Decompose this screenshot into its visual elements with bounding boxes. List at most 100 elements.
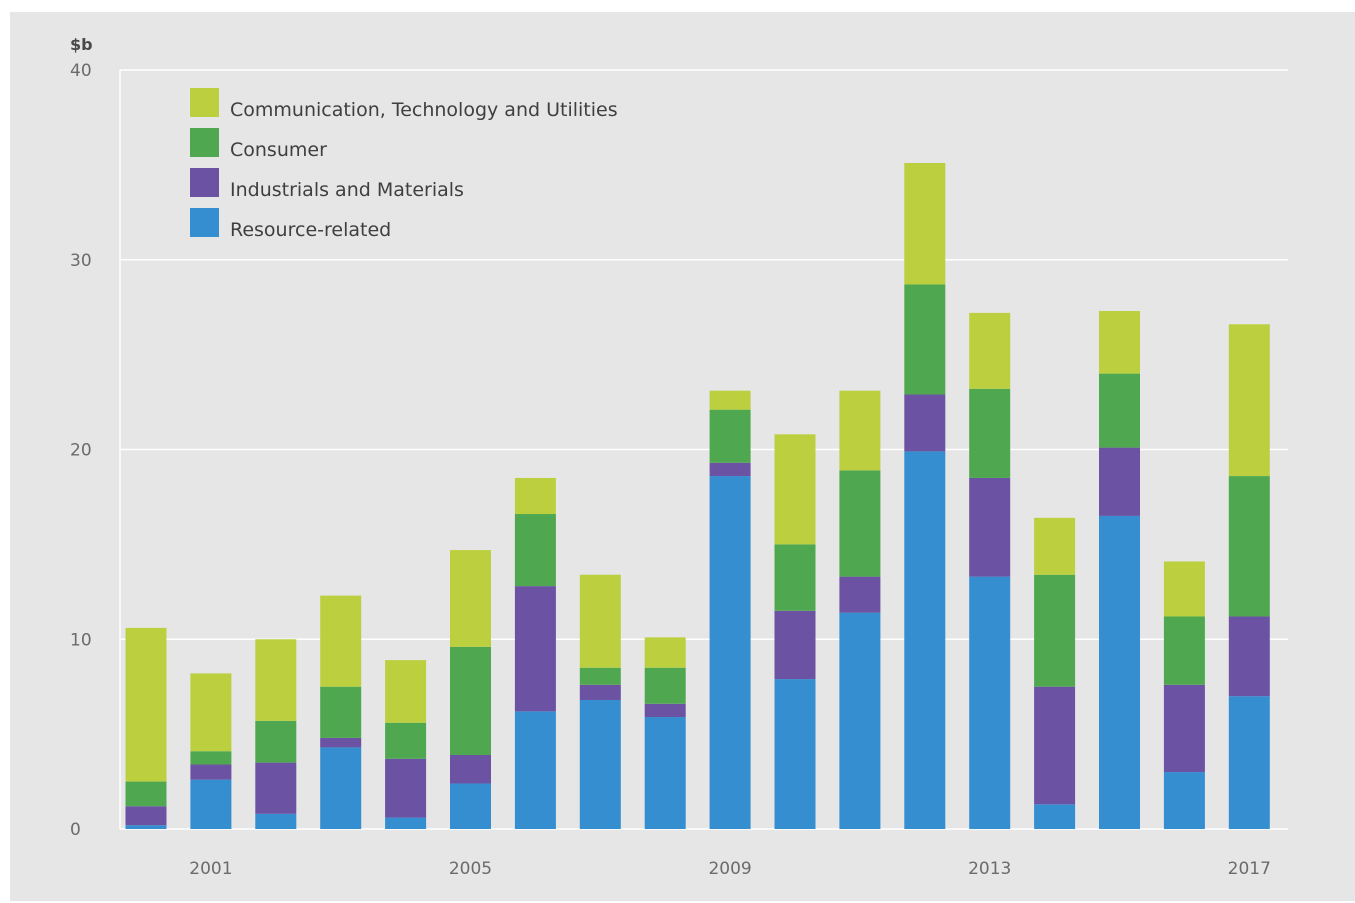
bar-segment: [1099, 310, 1140, 374]
bar-stack: [1034, 517, 1076, 829]
bar-segment: [904, 162, 946, 285]
bars: [125, 162, 1270, 829]
bar-segment: [255, 813, 297, 829]
bar-stack: [1099, 310, 1140, 829]
bar-segment: [839, 390, 881, 471]
bar-stack: [450, 550, 491, 829]
x-tick-label: 2017: [1228, 859, 1271, 879]
bar-segment: [579, 667, 621, 685]
bar-segment: [774, 610, 816, 680]
bar-segment: [450, 754, 491, 784]
bar-segment: [1228, 476, 1270, 617]
chart-panel: 0 10 20 30 40 2001 2005 2009 2013 2017 $b Commun…: [10, 12, 1355, 901]
bar-segment: [450, 646, 491, 755]
bar-segment: [125, 627, 167, 782]
bar-segment: [255, 720, 297, 763]
bar-segment: [839, 470, 881, 577]
bar-stack: [385, 660, 427, 829]
bar-segment: [774, 434, 816, 545]
bar-segment: [450, 550, 491, 647]
bar-segment: [579, 699, 621, 829]
bar-segment: [644, 637, 686, 668]
bar-segment: [1099, 447, 1140, 516]
bar-stack: [579, 574, 621, 829]
bar-segment: [709, 476, 751, 829]
legend-label: Industrials and Materials: [230, 179, 464, 201]
bar-segment: [1034, 686, 1076, 805]
bar-stack: [514, 477, 556, 829]
bar-stack: [1228, 324, 1270, 829]
legend-item: Resource-related: [190, 208, 391, 241]
bar-segment: [904, 394, 946, 452]
bar-segment: [1034, 574, 1076, 687]
bar-segment: [644, 717, 686, 829]
bar-segment: [1228, 324, 1270, 477]
bar-segment: [774, 544, 816, 611]
x-tick-label: 2001: [189, 859, 232, 879]
bar-segment: [579, 684, 621, 700]
bar-segment: [450, 783, 491, 829]
bar-segment: [385, 722, 427, 759]
bar-segment: [385, 758, 427, 818]
bar-segment: [125, 806, 167, 826]
bar-segment: [1228, 696, 1270, 829]
bar-segment: [839, 612, 881, 829]
bar-segment: [385, 660, 427, 723]
y-tick-label: 10: [70, 630, 92, 650]
bar-segment: [904, 451, 946, 829]
bar-segment: [190, 779, 232, 829]
bar-segment: [1163, 772, 1205, 829]
bar-segment: [320, 747, 362, 829]
x-axis-ticks: 2001 2005 2009 2013 2017: [189, 859, 1271, 879]
bar-segment: [644, 703, 686, 718]
legend-item: Industrials and Materials: [190, 168, 464, 201]
bar-segment: [969, 388, 1011, 478]
bar-segment: [320, 686, 362, 738]
bar-segment: [514, 514, 556, 587]
bar-segment: [190, 764, 232, 780]
legend-swatch: [190, 128, 219, 157]
legend: Communication, Technology and Utilities C…: [190, 88, 618, 241]
bar-segment: [255, 639, 297, 721]
legend-label: Communication, Technology and Utilities: [230, 99, 618, 121]
bar-stack: [709, 390, 751, 829]
legend-swatch: [190, 88, 219, 117]
legend-label: Consumer: [230, 139, 327, 161]
legend-label: Resource-related: [230, 219, 391, 241]
bar-segment: [1034, 517, 1076, 575]
bar-segment: [969, 576, 1011, 829]
bar-segment: [320, 595, 362, 687]
bar-segment: [1034, 804, 1076, 829]
y-tick-label: 40: [70, 61, 92, 81]
bar-segment: [839, 576, 881, 613]
legend-item: Communication, Technology and Utilities: [190, 88, 618, 121]
bar-segment: [1163, 561, 1205, 617]
bar-segment: [1099, 373, 1140, 448]
bar-segment: [190, 751, 232, 765]
bar-segment: [644, 667, 686, 704]
legend-swatch: [190, 208, 219, 237]
bar-segment: [709, 462, 751, 477]
bar-stack: [1163, 561, 1205, 829]
bar-stack: [904, 162, 946, 829]
bar-segment: [1163, 684, 1205, 773]
bar-stack: [839, 390, 881, 829]
bar-segment: [1163, 616, 1205, 685]
gridlines: [119, 69, 1288, 830]
bar-segment: [514, 477, 556, 515]
y-tick-label: 0: [70, 820, 81, 840]
bar-stack: [774, 434, 816, 829]
legend-swatch: [190, 168, 219, 197]
bar-stack: [969, 312, 1011, 829]
bar-segment: [514, 711, 556, 829]
bar-segment: [904, 284, 946, 395]
bar-segment: [190, 673, 232, 752]
bar-segment: [125, 825, 167, 829]
y-axis-ticks: 0 10 20 30 40: [70, 61, 92, 840]
bar-segment: [969, 477, 1011, 577]
bar-segment: [1228, 616, 1270, 697]
bar-segment: [255, 762, 297, 814]
bar-segment: [514, 586, 556, 712]
bar-stack: [255, 639, 297, 829]
x-tick-label: 2009: [708, 859, 751, 879]
